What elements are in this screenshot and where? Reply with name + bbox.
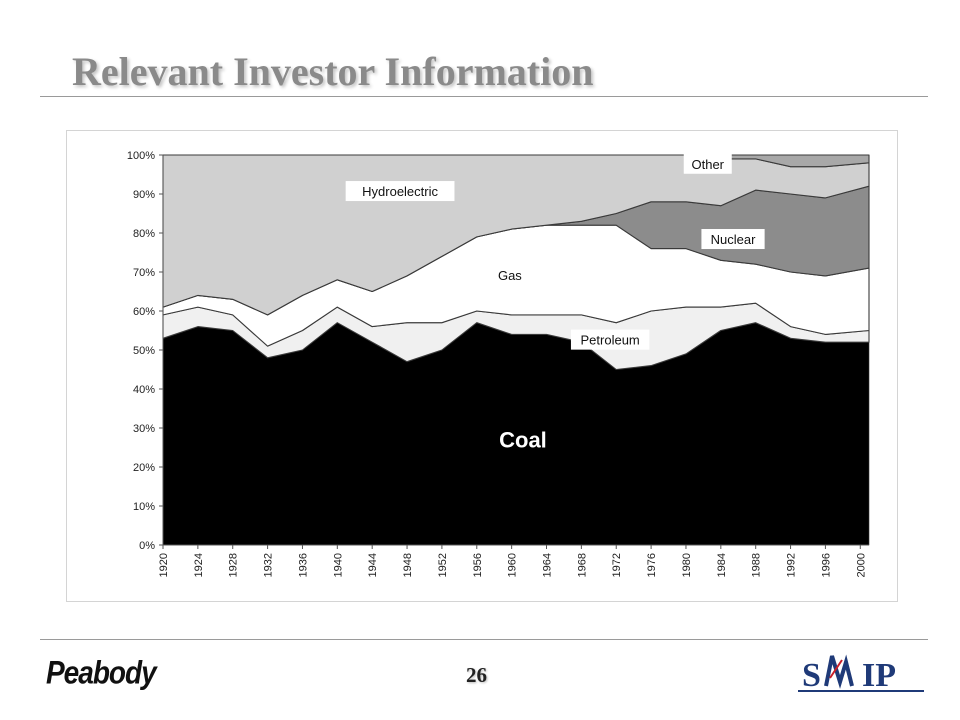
y-tick-label: 30% [133,423,155,435]
label-box-nuclear [701,229,765,250]
x-axis: 1920 1924 1928 1932 1936 1940 1944 1948 1952 1956… [158,544,869,577]
x-tick-label: 1944 [367,553,379,577]
y-tick-label: 60% [133,306,155,318]
x-tick-label: 1920 [158,553,170,577]
x-tick-label: 2000 [855,553,867,577]
x-tick-label: 1968 [576,553,588,577]
x-tick-label: 1992 [786,553,798,577]
x-tick-label: 1932 [263,553,275,577]
x-tick-label: 1980 [681,553,693,577]
label-box-hydroelectric [345,181,455,202]
series-label-nuclear: Nuclear [711,232,756,247]
series-label-petroleum: Petroleum [581,333,640,348]
y-tick-label: 70% [133,267,155,279]
y-tick-label: 40% [133,384,155,396]
x-tick-label: 1948 [402,553,414,577]
series-label-other: Other [691,157,724,172]
page-number: 26 [466,663,487,687]
area-labels: Coal Petroleum Gas Nuclear Hydroelectric Othe… [345,153,765,453]
series-label-hydroelectric: Hydroelectric [362,184,438,199]
label-box-other [683,153,732,174]
x-tick-label: 1928 [228,553,240,577]
y-tick-label: 20% [133,462,155,474]
series-label-gas: Gas [498,268,522,283]
smip-logo: S IP [798,654,924,694]
x-tick-label: 1952 [437,553,449,577]
x-tick-label: 1988 [751,553,763,577]
peabody-logo: Peabody [46,654,157,691]
x-tick-label: 1996 [820,553,832,577]
slide-title: Relevant Investor Information [72,49,594,94]
title-divider [40,96,928,97]
area-other [162,154,870,168]
footer-divider [40,639,928,640]
y-tick-label: 10% [133,501,155,513]
area-series-group [162,154,870,546]
x-tick-label: 1936 [297,553,309,577]
label-box-petroleum [570,329,650,350]
y-tick-label: 100% [127,150,155,162]
x-tick-label: 1940 [332,553,344,577]
x-tick-label: 1964 [542,553,554,577]
series-label-coal: Coal [499,428,547,453]
x-tick-label: 1972 [611,553,623,577]
x-tick-label: 1924 [193,553,205,577]
svg-text:S: S [802,657,821,694]
electricity-share-area-chart: 0%10%20%30%40%50%60%70%80%90%100% 1920 19… [127,150,870,577]
y-tick-label: 50% [133,345,155,357]
x-tick-label: 1976 [646,553,658,577]
y-tick-label: 0% [139,540,155,552]
svg-text:IP: IP [862,657,896,694]
chart-frame: 0% 10% 20% 30% 40% 50% 60% 70% 80% 90% 100% 1920 19… [66,130,898,602]
x-tick-label: 1984 [716,553,728,577]
y-tick-label: 90% [133,189,155,201]
y-axis: 0% 10% 20% 30% 40% 50% 60% 70% 80% 90% 100% [127,150,164,552]
x-tick-label: 1956 [472,553,484,577]
x-tick-label: 1960 [507,553,519,577]
y-tick-label: 80% [133,228,155,240]
